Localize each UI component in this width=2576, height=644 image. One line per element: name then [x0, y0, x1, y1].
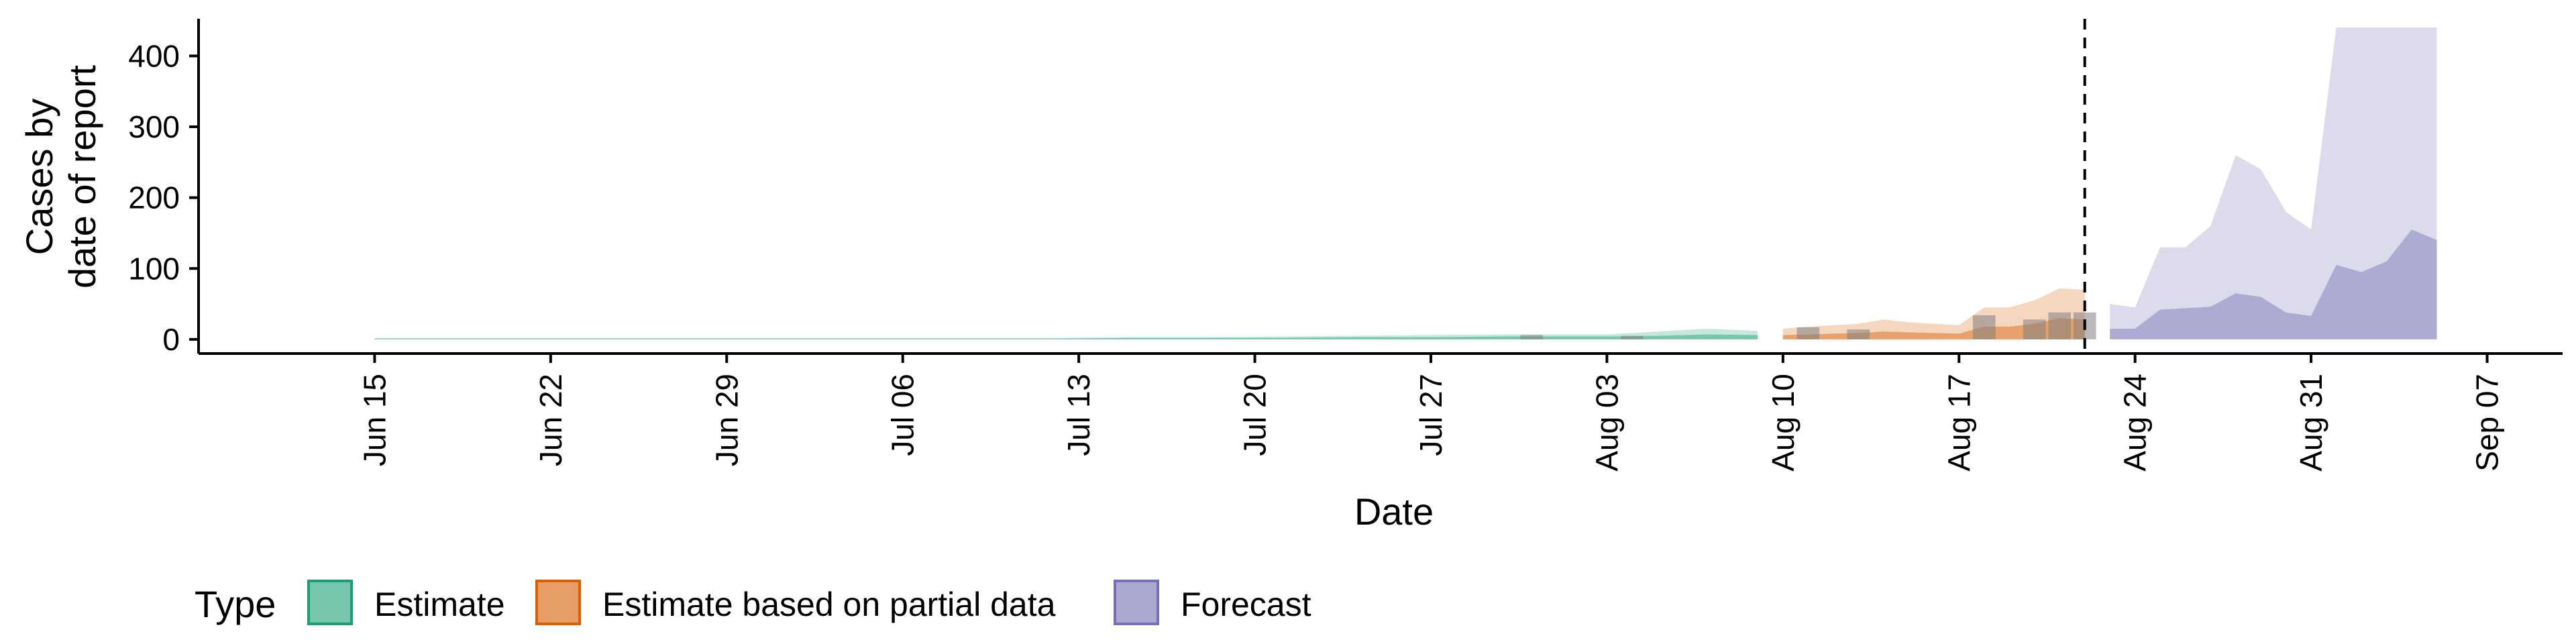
y-tick-label: 200 [128, 180, 180, 215]
x-tick-label: Aug 24 [2118, 374, 2153, 472]
legend-title: Type [195, 583, 276, 625]
band-outer-forecast [2110, 28, 2437, 339]
x-tick-label: Aug 31 [2294, 374, 2328, 472]
y-tick-label: 400 [128, 38, 180, 73]
observed-bar [2023, 319, 2046, 339]
x-tick-label: Jun 22 [533, 374, 568, 466]
x-tick-label: Jul 20 [1238, 374, 1273, 456]
y-axis-title-line: Cases by [18, 99, 60, 255]
x-tick-label: Jun 29 [709, 374, 744, 466]
observed-bars [1520, 312, 2096, 339]
legend-item-forecast: Forecast [1181, 586, 1311, 623]
x-axis-title: Date [1354, 490, 1434, 533]
series-bands [374, 28, 2437, 339]
y-tick-label: 100 [128, 251, 180, 286]
x-tick-label: Jul 06 [885, 374, 920, 456]
x-tick-label: Jun 15 [357, 374, 392, 466]
band-outer-partial [1782, 288, 2085, 339]
y-tick-label: 0 [162, 322, 180, 357]
observed-bar [2048, 312, 2072, 339]
x-tick-label: Sep 07 [2470, 374, 2505, 472]
observed-bar [1847, 329, 1870, 339]
x-tick-label: Aug 03 [1589, 374, 1624, 472]
legend: Type Estimate Estimate based on partial d… [195, 580, 1311, 625]
y-tick-label: 300 [128, 109, 180, 144]
legend-swatch-partial [535, 580, 581, 625]
band-inner-forecast [2110, 229, 2437, 339]
x-ticks: Jun 15 Jun 22 Jun 29 Jul 06 Jul 13 Jul 20 Jul … [357, 354, 2505, 472]
observed-bar [1621, 335, 1644, 339]
y-axis-title: Cases bydate of report [18, 65, 103, 289]
observed-bar [1520, 335, 1543, 339]
legend-swatch-forecast [1114, 580, 1159, 625]
band-inner-estimate [374, 334, 1758, 339]
x-tick-label: Jul 27 [1413, 374, 1448, 456]
legend-item-estimate: Estimate [374, 586, 505, 623]
band-outer-estimate [374, 329, 1758, 339]
x-tick-label: Jul 13 [1061, 374, 1096, 456]
y-ticks: 0 100 200 300 400 [128, 38, 199, 357]
observed-bar [1796, 327, 1820, 339]
legend-item-partial: Estimate based on partial data [602, 586, 1056, 623]
y-axis-title-line: date of report [61, 65, 103, 289]
legend-swatch-estimate [307, 580, 353, 625]
x-tick-label: Aug 17 [1941, 374, 1976, 472]
x-tick-label: Aug 10 [1766, 374, 1801, 472]
observed-bar [1972, 315, 1996, 339]
